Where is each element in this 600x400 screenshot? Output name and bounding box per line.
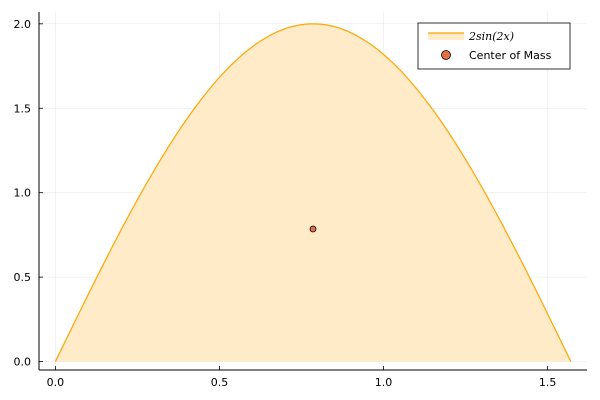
center-of-mass-point <box>309 225 317 233</box>
x-tick-label: 1.0 <box>375 376 393 389</box>
y-tick-label: 0.0 <box>14 356 32 369</box>
x-tick-label: 0.0 <box>47 376 65 389</box>
legend-area-swatch <box>428 33 464 40</box>
series-line <box>54 23 572 362</box>
y-tick-label: 0.5 <box>14 271 32 284</box>
axes <box>38 12 587 371</box>
y-tick-label: 1.5 <box>14 102 32 115</box>
y-tick-labels: 0.0 0.5 1.0 1.5 2.0 <box>14 18 32 369</box>
area-fill <box>55 23 571 362</box>
legend-label-area: 2sin(2x) <box>468 30 514 43</box>
legend-box <box>417 22 571 70</box>
y-tick-label: 2.0 <box>14 18 32 31</box>
x-tick-label: 0.5 <box>211 376 229 389</box>
legend-label-point: Center of Mass <box>469 49 552 62</box>
x-tick-label: 1.5 <box>539 376 557 389</box>
x-tick-labels: 0.0 0.5 1.0 1.5 <box>47 376 557 389</box>
legend-point-marker <box>441 50 451 60</box>
legend: 2sin(2x) Center of Mass <box>417 22 571 70</box>
y-tick-label: 1.0 <box>14 187 32 200</box>
